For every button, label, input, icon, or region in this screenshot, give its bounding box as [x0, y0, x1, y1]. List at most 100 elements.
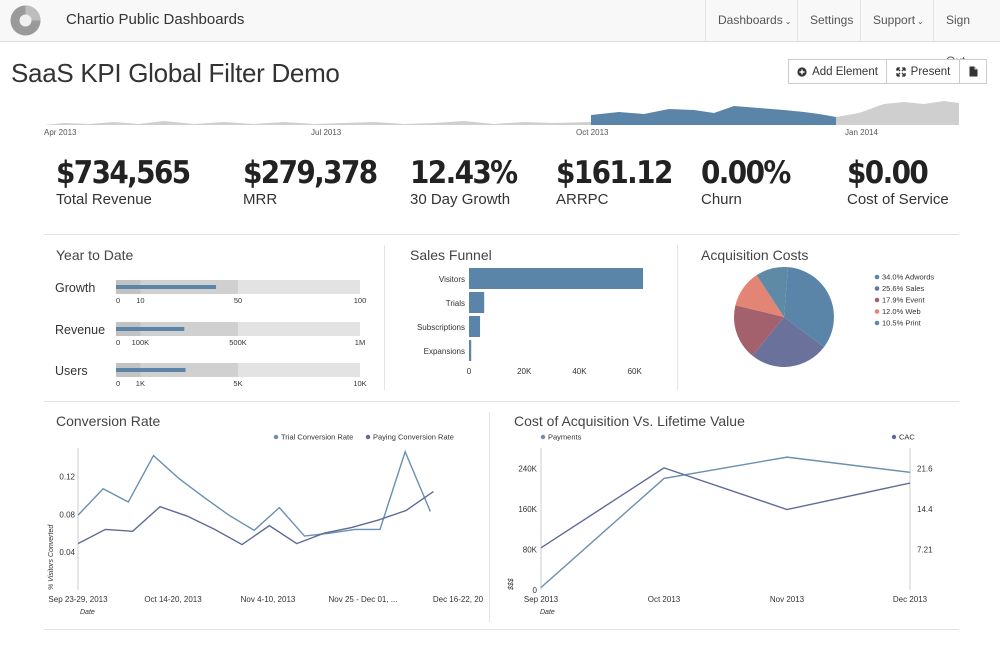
- right-tick-label: 7.21: [917, 545, 933, 554]
- plus-circle-icon: [797, 67, 807, 77]
- bullet-tick-label: 10K: [353, 379, 366, 388]
- series-line-payments: [540, 456, 911, 588]
- bullet-tick-label: 100K: [132, 338, 150, 347]
- timeline-area-selected: [591, 106, 836, 125]
- chevron-down-icon: ⌄: [784, 17, 792, 26]
- legend-dot: [540, 434, 546, 440]
- legend-dot: [365, 434, 371, 440]
- nav-dashboards-label: Dashboards: [718, 13, 783, 27]
- bullet-tick-label: 0: [116, 338, 120, 347]
- kpi-cost-of-service-value: $0.00: [847, 155, 929, 191]
- pie-legend-label: 17.9% Event: [882, 296, 925, 305]
- bullet-tick-label: 1K: [136, 379, 145, 388]
- funnel-category-label: Subscriptions: [417, 323, 465, 332]
- timeline-label-jul: Jul 2013: [311, 128, 342, 137]
- bullet-tick-label: 0: [116, 296, 120, 305]
- chevron-down-icon: ⌄: [917, 17, 924, 26]
- kpi-churn-label: Churn: [701, 191, 742, 208]
- cac-vs-ltv-chart: 0 80K 160K 240K 7.21 14.4 21.6 Sep 2013 Oct 2013…: [508, 433, 933, 617]
- y-tick-label: 0.12: [59, 472, 75, 481]
- funnel-bar: [469, 292, 485, 313]
- cac-ltv-title: Cost of Acquisition Vs. Lifetime Value: [514, 413, 745, 429]
- bullet-tick-label: 1M: [355, 338, 365, 347]
- x-axis-title: Date: [80, 609, 95, 616]
- divider: [44, 401, 959, 402]
- nav-settings[interactable]: Settings: [797, 0, 860, 41]
- bullet-tick-label: 5K: [233, 379, 242, 388]
- series-line: [77, 490, 434, 546]
- funnel-title: Sales Funnel: [410, 247, 492, 263]
- kpi-mrr-value: $279,378: [243, 155, 378, 191]
- divider: [44, 234, 959, 235]
- x-tick-label: Sep 23-29, 2013: [48, 595, 108, 604]
- funnel-bar: [469, 316, 481, 337]
- pie-slice: [734, 305, 784, 356]
- bullet-row-label: Growth: [55, 281, 95, 295]
- bullet-row-label: Revenue: [55, 323, 105, 337]
- nav-signout[interactable]: Sign Out: [933, 0, 1000, 68]
- bullet-tick-label: 100: [354, 296, 367, 305]
- legend-label: Trial Conversion Rate: [281, 433, 353, 442]
- kpi-total-revenue-value: $734,565: [56, 155, 191, 191]
- app-title[interactable]: Chartio Public Dashboards: [66, 11, 245, 28]
- left-tick-label: 240K: [518, 464, 537, 473]
- x-tick-label: Dec 16-22, 20: [433, 595, 484, 604]
- right-tick-label: 14.4: [917, 505, 933, 514]
- x-tick-label: Nov 4-10, 2013: [241, 595, 296, 604]
- kpi-growth-value: 12.43%: [410, 155, 518, 191]
- funnel-tick-label: 20K: [517, 367, 532, 376]
- left-tick-label: 160K: [518, 505, 537, 514]
- y-tick-label: 0.04: [59, 548, 75, 557]
- present-label: Present: [910, 66, 951, 78]
- series-line: [77, 449, 431, 537]
- year-to-date-bullet-chart: Growth 0 10 50 100 Revenue 0 100K 500K 1M Users 0 1K…: [55, 280, 367, 388]
- nav-dashboards[interactable]: Dashboards ⌄: [705, 0, 797, 41]
- kpi-arrpc-label: ARRPC: [556, 191, 609, 208]
- x-tick-label: Oct 2013: [648, 595, 681, 604]
- timeline-area-before: [44, 121, 591, 125]
- timeline-label-jan: Jan 2014: [845, 128, 878, 137]
- conversion-rate-chart: 0.04 0.08 0.12 Sep 23-29, 2013 Oct 14-20, 20…: [48, 433, 484, 617]
- pie-legend-dot: [874, 297, 880, 303]
- nav-support[interactable]: Support ⌄: [860, 0, 933, 41]
- acquisition-costs-pie-chart: 34.0% Adwords 25.6% Sales 17.9% Event 12.0%…: [734, 267, 934, 367]
- add-element-button[interactable]: Add Element: [788, 59, 887, 84]
- legend-label: Paying Conversion Rate: [373, 433, 454, 442]
- nav-support-label: Support: [873, 13, 916, 27]
- nav-settings-label: Settings: [810, 13, 854, 27]
- bullet-tick-label: 10: [136, 296, 144, 305]
- pie-legend-label: 12.0% Web: [882, 307, 921, 316]
- legend-label: Payments: [548, 433, 582, 442]
- funnel-category-label: Trials: [446, 299, 465, 308]
- fullscreen-icon: [896, 67, 906, 77]
- pie-legend-label: 34.0% Adwords: [882, 273, 934, 282]
- bullet-row-label: Users: [55, 364, 88, 378]
- funnel-tick-label: 60K: [628, 367, 643, 376]
- funnel-bar: [469, 340, 472, 361]
- right-tick-label: 21.6: [917, 464, 933, 473]
- chartio-logo-icon[interactable]: [10, 5, 41, 36]
- kpi-churn-value: 0.00%: [701, 155, 791, 191]
- pie-slice: [752, 317, 824, 367]
- funnel-category-label: Visitors: [439, 275, 465, 284]
- conversion-title: Conversion Rate: [56, 413, 161, 429]
- legend-label: CAC: [899, 433, 915, 442]
- date-range-timeline[interactable]: [44, 95, 959, 135]
- present-button[interactable]: Present: [886, 59, 960, 84]
- x-tick-label: Oct 14-20, 2013: [144, 595, 202, 604]
- y-tick-label: 0.08: [59, 510, 75, 519]
- kpi-arrpc-value: $161.12: [556, 155, 673, 191]
- legend-dot: [891, 434, 897, 440]
- pie-slice: [735, 275, 784, 317]
- timeline-area-after: [836, 101, 959, 125]
- bullet-value-bar: [116, 368, 186, 372]
- bullet-tick-label: 50: [234, 296, 242, 305]
- bullet-tick-label: 500K: [229, 338, 247, 347]
- pie-legend-label: 25.6% Sales: [882, 284, 924, 293]
- pie-legend-dot: [874, 286, 880, 291]
- legend-dot: [273, 434, 279, 440]
- kpi-total-revenue-label: Total Revenue: [56, 191, 152, 208]
- x-tick-label: Nov 25 - Dec 01, ...: [329, 595, 398, 604]
- funnel-bar: [469, 268, 643, 289]
- export-button[interactable]: [959, 59, 987, 84]
